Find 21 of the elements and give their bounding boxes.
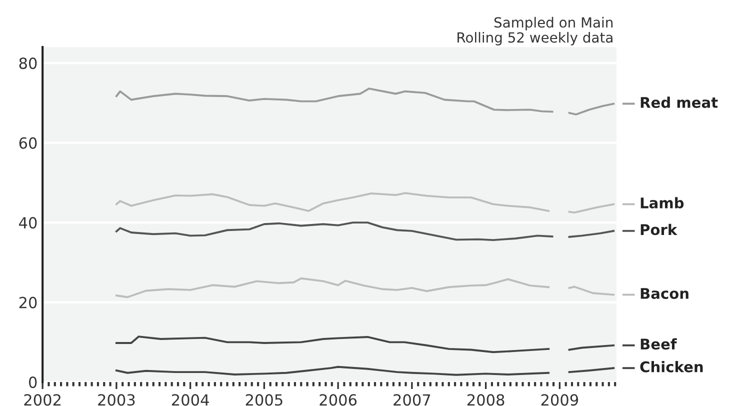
x-tick-label: 2009: [541, 394, 578, 406]
x-tick-label: 2003: [98, 394, 135, 406]
x-tick-label: 2007: [394, 394, 430, 406]
text: Rolling 52 weekly data: [458, 32, 612, 46]
text: Sampled on Main: [494, 16, 613, 30]
y-tick-label: 0: [29, 376, 37, 388]
x-tick-label: 2008: [467, 394, 504, 406]
legend-label: Chicken: [640, 361, 703, 372]
x-tick-label: 2005: [246, 394, 282, 406]
legend-label: Beef: [640, 338, 677, 350]
y-tick-label: 20: [19, 296, 37, 308]
legend-label: Bacon: [640, 288, 688, 299]
y-tick-label: 40: [19, 217, 37, 229]
x-tick-label: 2006: [320, 394, 357, 406]
legend-label: Pork: [640, 224, 678, 236]
y-tick-label: 80: [19, 58, 37, 70]
x-tick-label: 2004: [172, 394, 209, 406]
y-tick-label: 60: [19, 137, 37, 149]
x-tick-label: 2002: [24, 394, 60, 406]
legend-label: Lamb: [640, 197, 684, 208]
legend-label: Red meat: [640, 96, 718, 108]
